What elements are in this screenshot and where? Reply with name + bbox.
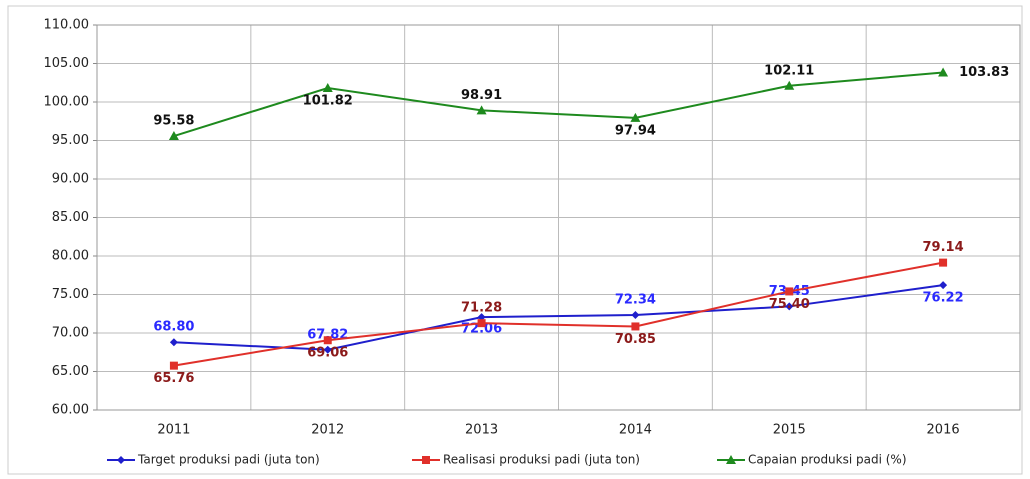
x-tick-label: 2015 [773, 423, 806, 438]
data-label: 70.85 [615, 332, 656, 347]
x-tick-label: 2016 [927, 423, 960, 438]
marker [477, 313, 486, 322]
marker [785, 302, 794, 311]
y-tick-label: 85.00 [52, 210, 89, 225]
x-tick-label: 2014 [619, 423, 652, 438]
y-tick-label: 65.00 [52, 364, 89, 379]
series-line [173, 284, 944, 351]
marker [476, 105, 487, 115]
marker [168, 131, 179, 141]
y-tick-label: 110.00 [44, 18, 90, 33]
legend-label: Realisasi produksi padi (juta ton) [443, 453, 640, 467]
data-label: 102.11 [764, 63, 814, 78]
series-line [173, 261, 944, 367]
marker [477, 319, 486, 328]
y-tick-label: 60.00 [52, 403, 89, 418]
y-tick-label: 80.00 [52, 249, 89, 264]
marker [630, 112, 641, 122]
y-tick-label: 105.00 [44, 56, 90, 71]
x-tick-label: 2011 [157, 423, 190, 438]
y-tick-label: 90.00 [52, 172, 89, 187]
marker [939, 281, 948, 290]
data-label: 65.76 [153, 371, 194, 386]
data-label: 97.94 [615, 123, 656, 138]
data-label: 79.14 [923, 240, 964, 255]
data-label: 72.06 [461, 322, 502, 337]
marker [422, 456, 430, 464]
plot-area [96, 24, 1021, 411]
data-label: 69.06 [307, 346, 348, 361]
marker [169, 338, 178, 347]
y-tick-label: 75.00 [52, 287, 89, 302]
marker [323, 336, 332, 345]
y-tick-label: 95.00 [52, 133, 89, 148]
x-tick-label: 2012 [311, 423, 344, 438]
data-label: 101.82 [303, 93, 353, 108]
data-label: 68.80 [153, 320, 194, 335]
marker [784, 80, 795, 90]
data-label: 71.28 [461, 301, 502, 316]
marker [631, 322, 640, 331]
y-tick-label: 70.00 [52, 326, 89, 341]
marker [938, 67, 949, 77]
data-label: 72.34 [615, 292, 656, 307]
chart-frame [7, 5, 1023, 475]
marker [169, 361, 178, 370]
data-label: 76.22 [923, 291, 964, 306]
marker [631, 310, 640, 319]
marker [323, 345, 332, 354]
marker [939, 258, 948, 267]
legend-label: Capaian produksi padi (%) [748, 453, 907, 467]
data-label: 75.40 [769, 297, 810, 312]
series-line [173, 71, 944, 137]
data-label: 98.91 [461, 88, 502, 103]
data-label: 95.58 [153, 114, 194, 129]
marker [117, 456, 125, 464]
x-tick-label: 2013 [465, 423, 498, 438]
data-label: 103.83 [959, 65, 1009, 80]
marker [785, 287, 794, 296]
y-tick-label: 100.00 [44, 95, 90, 110]
legend-label: Target produksi padi (juta ton) [137, 453, 320, 467]
marker [322, 82, 333, 92]
marker [726, 455, 736, 464]
